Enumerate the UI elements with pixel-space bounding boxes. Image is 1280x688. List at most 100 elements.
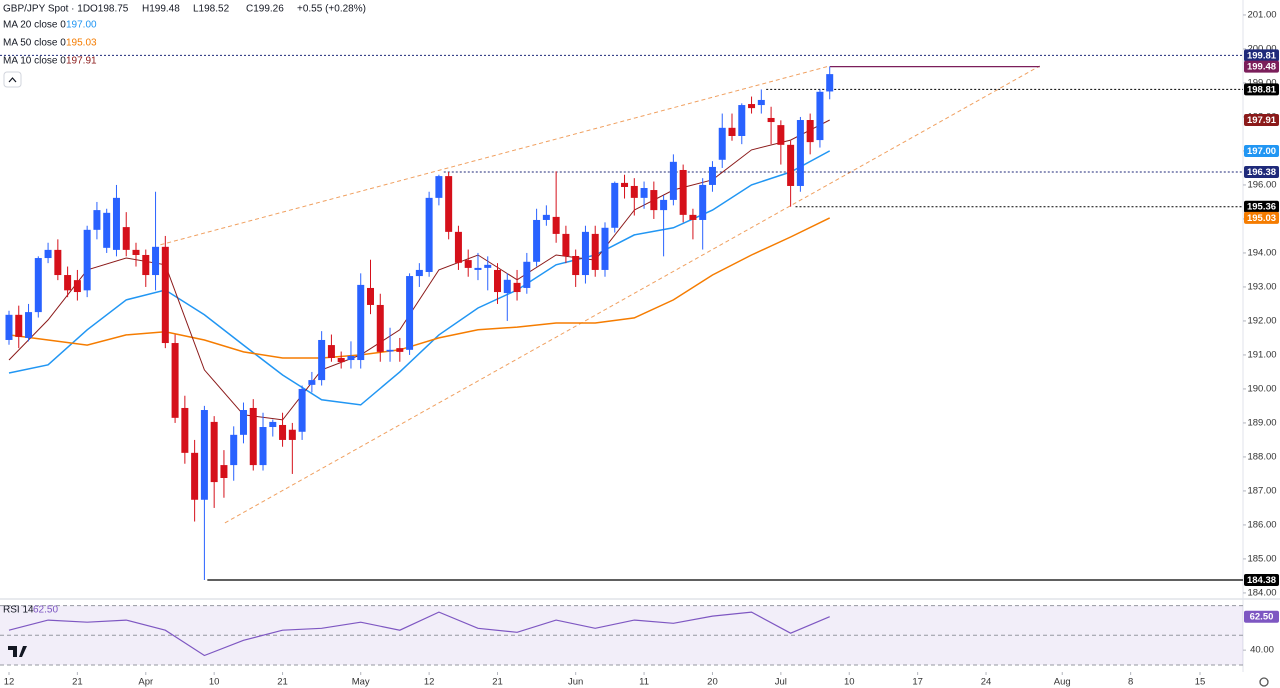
candle-body [611,182,619,228]
x-tick-label: Jul [775,677,787,688]
price-tag-label: 195.36 [1247,202,1276,213]
y-tick-label: 184.00 [1247,587,1276,598]
candle-body [806,120,814,143]
candle-body [249,407,257,466]
candle-body [152,246,160,276]
candle-body [728,127,736,136]
candle-body [239,410,247,435]
candle-body [396,348,404,352]
candle-body [357,284,365,361]
x-tick-label: 12 [424,677,435,688]
candle-body [699,184,707,220]
candle-body [327,345,335,358]
candle-body [337,357,345,363]
candle-body [757,99,765,106]
candle-body [64,275,72,291]
rsi-value: 62.50 [33,605,58,616]
x-tick-label: 20 [707,677,718,688]
price-tag [1244,200,1279,213]
candle-body [484,264,492,268]
rsi-band [0,605,1243,666]
candle-body [445,176,453,232]
candle-body [386,349,394,352]
y-tick-label: 201.00 [1247,9,1276,20]
price-tag-label: 199.48 [1247,62,1276,73]
candle-body [103,212,111,248]
candle-body [552,216,560,234]
candle-body [171,343,179,418]
y-tick-label: 194.00 [1247,247,1276,258]
candle-body [630,185,638,198]
candle-body [112,197,120,250]
x-tick-label: Jun [568,677,583,688]
y-tick-label: 192.00 [1247,315,1276,326]
candle-body [581,231,589,276]
price-tag [1244,60,1279,73]
price-tag-label: 197.00 [1247,146,1276,157]
y-tick-label: 190.00 [1247,383,1276,394]
candle-body [650,190,658,211]
price-tag [1244,114,1279,127]
candle-body [210,421,218,483]
y-tick-label: 189.00 [1247,417,1276,428]
legend-value: 197.00 [66,20,97,31]
candle-body [787,144,795,186]
y-tick-label: 199.00 [1247,77,1276,88]
plot-area: 184.00 185.00 186.00 187.00 188.00 189.00 190.… [0,9,1279,688]
price-tag-label: 195.03 [1247,213,1276,224]
x-tick-label: May [352,677,370,688]
candle-body [288,429,296,440]
candle-body [220,465,228,479]
candle-body [718,127,726,160]
collapse-button[interactable] [3,71,22,88]
chart-title: GBP/JPY Spot · 1D [3,4,90,15]
x-tick-label: 10 [844,677,855,688]
x-tick-label: 21 [72,677,83,688]
y-tick-label: 200.00 [1247,43,1276,54]
candle-body [748,104,756,109]
candle-body [376,304,384,352]
candle-body [200,410,208,500]
candle-body [132,249,140,255]
y-tick-label: 191.00 [1247,349,1276,360]
candle-body [826,74,834,92]
candle-body [767,117,775,123]
candle-body [73,280,81,293]
change: +0.55 (+0.28%) [297,4,366,15]
candle-body [660,199,668,211]
candle-body [318,339,326,381]
price-tag [1244,144,1279,157]
candle-body [122,227,130,250]
logo [8,646,27,657]
candle-body [308,380,316,385]
price-tag [1244,166,1279,179]
rsi-tag [1244,610,1279,623]
candle-body [796,120,804,186]
price-tag-label: 199.81 [1247,50,1277,61]
price-tag-label: 197.91 [1247,115,1277,126]
rsi-tag-label: 62.50 [1250,612,1274,623]
button-frame[interactable] [3,71,22,88]
candle-body [259,427,267,466]
x-tick-label: 11 [639,677,649,688]
x-tick-label: 8 [1128,677,1133,688]
candle-body [435,176,443,198]
y-tick-label: 196.00 [1247,179,1276,190]
settings-button[interactable] [1259,677,1269,687]
candle-body [533,219,541,262]
candle-body [279,424,287,440]
rsi-name: RSI 14 [3,605,34,616]
price-tag-label: 196.38 [1247,167,1276,178]
ohlc-low: L198.52 [193,4,230,15]
gear-icon[interactable] [1259,677,1269,687]
price-tag [1244,49,1279,62]
y-tick-label: 187.00 [1247,485,1276,496]
trend-line [224,65,1041,524]
price-tag [1244,83,1279,96]
candle-body [366,287,374,305]
x-tick-label: 10 [209,677,220,688]
candle-body [142,254,150,276]
chevron-icon[interactable] [8,77,17,83]
